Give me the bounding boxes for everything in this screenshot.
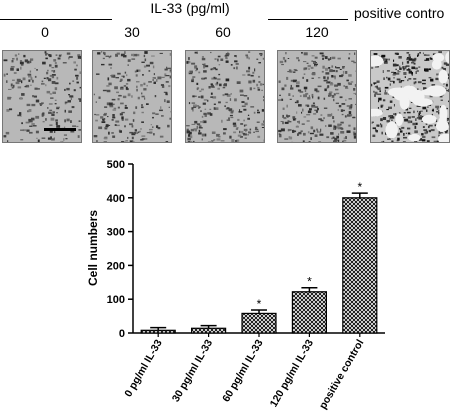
bar-4 <box>342 197 378 334</box>
y-tick-label-2: 200 <box>107 260 125 272</box>
micrograph-120 <box>277 50 357 143</box>
x-tick-label-2: 60 pg/ml IL-33 <box>220 337 265 404</box>
micrograph-60 <box>185 50 265 143</box>
group-rule-left <box>0 19 112 20</box>
micrograph-30 <box>92 50 172 143</box>
plot-area: 0 100 200 300 400 500 0 pg/ml IL-33 30 pg/ml IL… <box>107 159 385 411</box>
y-tick-label-0: 0 <box>119 328 125 340</box>
scale-bar <box>44 128 76 131</box>
y-tick-label-3: 300 <box>107 227 125 239</box>
micrograph-0 <box>2 50 82 143</box>
x-tick-label-3: 120 pg/ml IL-33 <box>268 337 316 409</box>
x-tick-label-0: 0 pg/ml IL-33 <box>122 337 165 399</box>
significance-marker-3: * <box>307 275 312 289</box>
bar-0 <box>140 329 176 334</box>
y-tick-label-5: 500 <box>107 159 125 171</box>
concentration-label-120: 120 <box>305 24 329 40</box>
x-tick-label-1: 30 pg/ml IL-33 <box>170 337 215 404</box>
x-tick-label-4: positive control <box>317 337 367 411</box>
bar-2 <box>241 312 277 334</box>
y-axis-label: Cell numbers <box>86 210 100 286</box>
bar-1 <box>191 327 227 334</box>
concentration-label-30: 30 <box>124 24 140 40</box>
significance-marker-4: * <box>357 180 362 194</box>
concentration-label-60: 60 <box>215 24 231 40</box>
concentration-label-0: 0 <box>41 24 49 40</box>
micrograph-positive-control <box>370 50 450 143</box>
positive-control-title: positive contro <box>354 5 445 21</box>
y-tick-label-4: 400 <box>107 193 125 205</box>
group-rule-right <box>268 19 348 20</box>
bar-chart: Cell numbers 0 100 200 300 400 500 0 pg/ml IL-… <box>86 159 385 411</box>
group-title: IL-33 (pg/ml) <box>150 0 230 16</box>
significance-marker-2: * <box>257 297 262 311</box>
y-tick-label-1: 100 <box>107 294 125 306</box>
bar-3 <box>291 291 327 334</box>
